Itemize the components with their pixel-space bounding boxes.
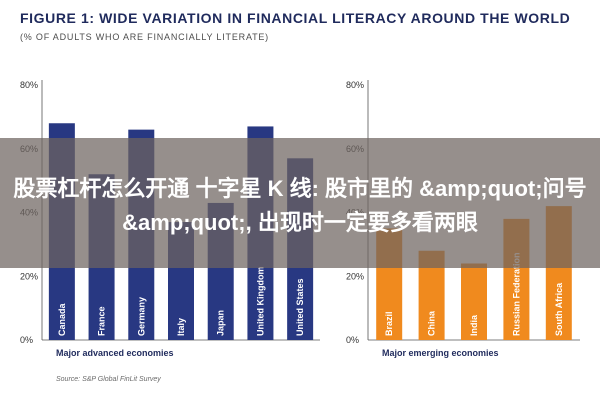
category-label: Canada	[57, 302, 67, 336]
category-label: India	[469, 314, 479, 336]
overlay-banner-text: 股票杠杆怎么开通 十字星 K 线: 股市里的 &amp;quot;问号&amp;…	[13, 176, 587, 235]
category-label: France	[97, 306, 107, 336]
category-label: United Kingdom	[255, 267, 265, 337]
overlay-banner	[0, 138, 600, 268]
chart-subtitle: (% OF ADULTS WHO ARE FINANCIALLY LITERAT…	[20, 32, 269, 42]
category-label: Germany	[136, 297, 146, 336]
y-tick-label: 0%	[346, 335, 359, 345]
category-label: Brazil	[384, 311, 394, 336]
category-label: Italy	[176, 318, 186, 336]
bar	[461, 263, 487, 340]
y-tick-label: 80%	[20, 80, 38, 90]
category-label: United States	[295, 278, 305, 336]
chart-source: Source: S&P Global FinLit Survey	[56, 376, 161, 383]
y-tick-label: 20%	[20, 271, 38, 281]
x-axis-label: Major advanced economies	[56, 348, 174, 358]
category-label: Russian Federation	[511, 252, 521, 336]
chart-title: FIGURE 1: WIDE VARIATION IN FINANCIAL LI…	[20, 10, 571, 26]
y-tick-label: 20%	[346, 271, 364, 281]
category-label: South Africa	[554, 282, 564, 336]
category-label: China	[427, 310, 437, 336]
y-tick-label: 0%	[20, 335, 33, 345]
x-axis-label: Major emerging economies	[382, 348, 499, 358]
category-label: Japan	[216, 310, 226, 336]
y-tick-label: 80%	[346, 80, 364, 90]
